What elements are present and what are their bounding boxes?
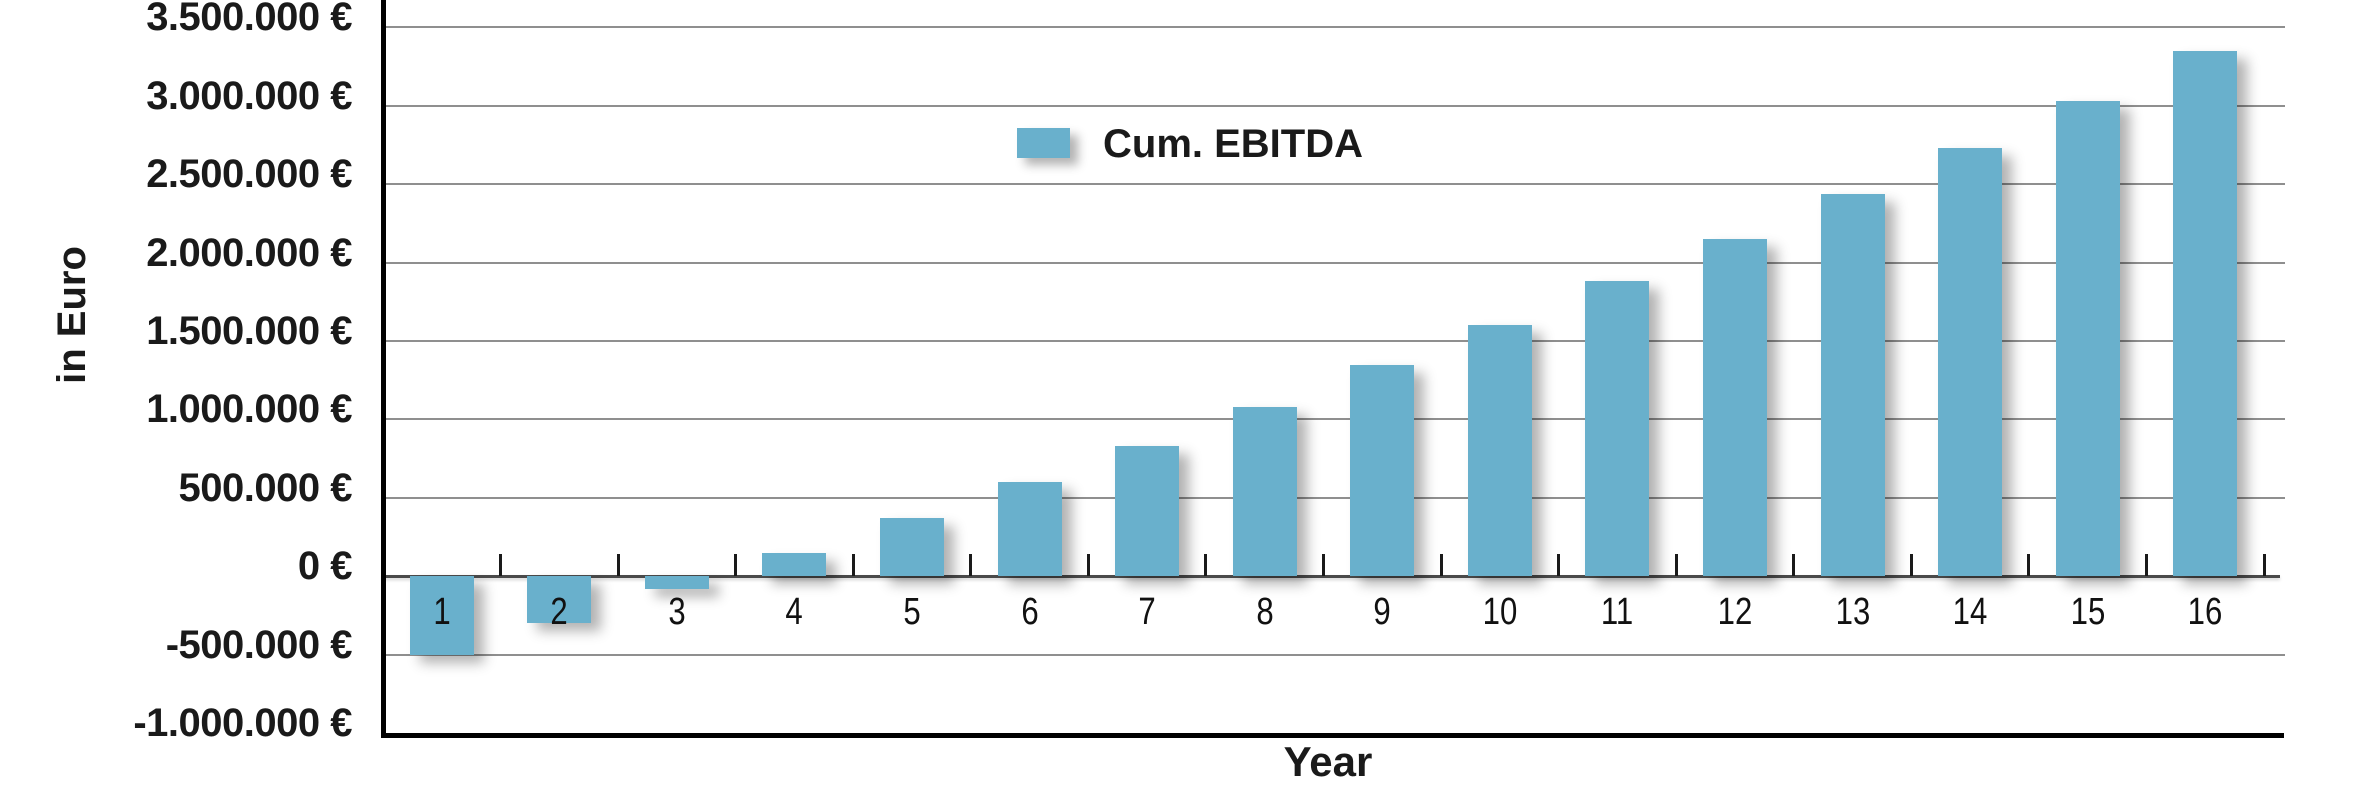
bar-year-7 (1115, 446, 1180, 577)
x-category-label-12: 12 (1717, 591, 1753, 633)
bar-year-1 (409, 576, 474, 655)
y-tick-label: 1.500.000 € (146, 309, 352, 353)
bar-year-16 (2173, 50, 2238, 577)
x-axis-tick (616, 554, 620, 577)
y-tick-label: 2.500.000 € (146, 152, 352, 197)
bar-year-5 (880, 518, 945, 577)
x-category-label-13: 13 (1835, 591, 1870, 633)
y-tick-label: 2.000.000 € (146, 230, 352, 275)
bar-year-15 (2055, 101, 2120, 577)
x-category-label-4: 4 (785, 591, 804, 633)
x-category-label-9: 9 (1373, 591, 1391, 633)
x-axis-tick (2262, 554, 2266, 577)
x-category-label-10: 10 (1482, 591, 1518, 633)
y-axis-line (381, 0, 386, 738)
x-axis-tick (1909, 554, 1913, 577)
gridline-500000 (386, 496, 2285, 499)
x-axis-tick (1557, 554, 1561, 577)
bar-year-13 (1820, 193, 1885, 577)
zero-axis-line (383, 574, 2280, 578)
x-category-label-3: 3 (668, 591, 686, 633)
y-tick-label: -500.000 € (165, 622, 353, 667)
bar-year-14 (1938, 148, 2003, 577)
y-tick-label: 1.000.000 € (146, 387, 352, 432)
gridline-3000000 (386, 104, 2285, 107)
x-category-label-15: 15 (2070, 591, 2105, 633)
bar-year-2 (527, 576, 592, 624)
gridline-2000000 (386, 261, 2285, 264)
x-axis-tick (1204, 554, 1208, 577)
y-tick-label: 500.000 € (178, 465, 353, 510)
bar-year-3 (644, 576, 709, 589)
y-tick-label: -1.000.000 € (133, 701, 352, 745)
x-axis-tick (1674, 554, 1678, 577)
x-axis-tick (1439, 554, 1443, 577)
y-tick-label: 0 € (297, 544, 353, 589)
x-axis-tick (1792, 554, 1796, 577)
x-axis-tick (734, 554, 738, 577)
x-axis-title: Year (1283, 738, 1373, 785)
bar-year-8 (1232, 406, 1297, 577)
x-axis-tick (2027, 554, 2031, 577)
gridline-3500000 (386, 26, 2285, 29)
gridline-1500000 (386, 340, 2285, 342)
y-tick-label: 3.000.000 € (146, 73, 352, 118)
x-axis-tick (499, 554, 503, 577)
x-category-label-1: 1 (433, 591, 451, 633)
gridline--500000 (386, 653, 2285, 656)
x-category-label-2: 2 (550, 591, 569, 633)
x-category-label-14: 14 (1952, 591, 1988, 633)
x-axis-line (381, 733, 2284, 738)
x-category-label-11: 11 (1601, 591, 1634, 633)
bar-year-6 (997, 482, 1062, 577)
gridline-1000000 (386, 418, 2285, 421)
bar-year-10 (1467, 325, 1532, 577)
x-axis-tick (1086, 554, 1090, 577)
bar-year-11 (1585, 281, 1650, 577)
x-axis-tick (851, 554, 855, 577)
legend-swatch-cum-ebitda (1017, 128, 1070, 158)
x-category-label-7: 7 (1138, 591, 1156, 633)
bar-year-12 (1702, 239, 1767, 577)
x-category-label-6: 6 (1020, 591, 1039, 633)
bar-year-4 (762, 552, 827, 577)
x-axis-tick (2144, 554, 2148, 577)
bar-year-9 (1350, 364, 1415, 577)
x-axis-tick (969, 554, 973, 577)
x-category-label-5: 5 (903, 591, 921, 633)
legend-label: Cum. EBITDA (1103, 122, 1363, 166)
x-category-label-8: 8 (1256, 591, 1274, 633)
gridline-2500000 (386, 183, 2285, 186)
x-axis-tick (1322, 554, 1325, 577)
x-category-label-16: 16 (2187, 591, 2223, 633)
y-tick-label: 3.500.000 € (146, 0, 352, 40)
